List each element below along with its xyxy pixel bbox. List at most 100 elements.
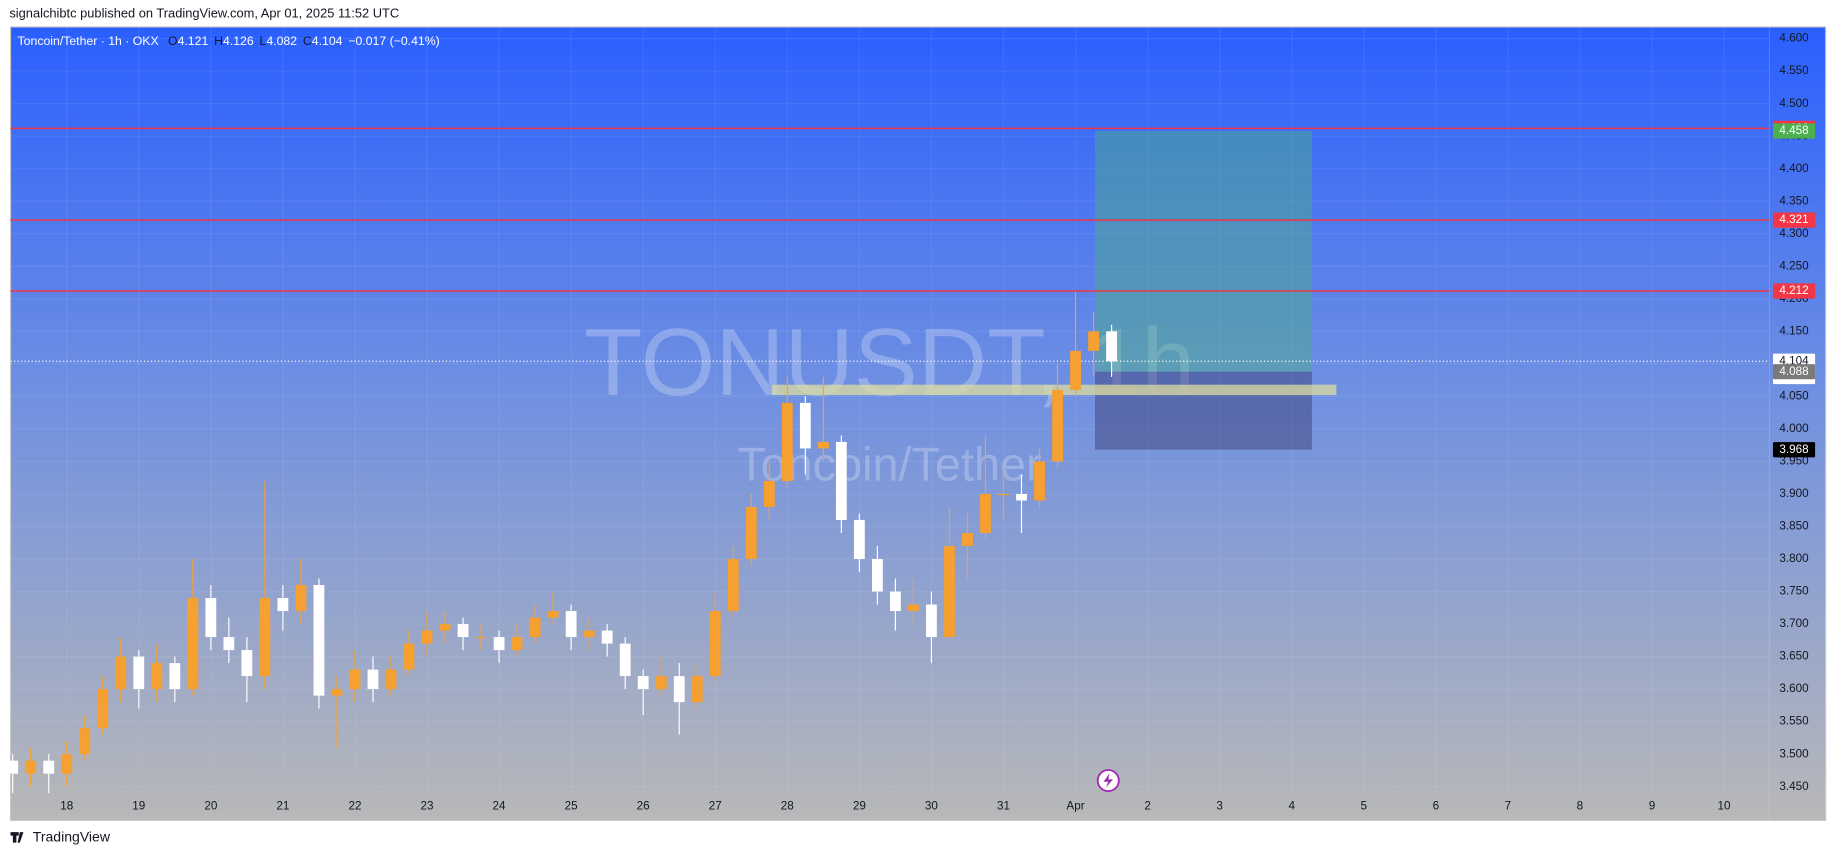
legend: Toncoin/Tether · 1h · OKX O4.121 H4.126 L4.…	[18, 34, 440, 48]
y-tick-label: 3.500	[1779, 747, 1809, 760]
y-tick-label: 3.700	[1779, 617, 1809, 630]
candle-body	[169, 663, 181, 690]
x-tick-label: 18	[60, 799, 73, 812]
y-tick-label: 4.550	[1779, 64, 1809, 77]
candle-body	[565, 611, 577, 638]
x-tick-label: 31	[997, 799, 1010, 812]
plot-layer: 3.450 3.500 3.550 3.600 3.650 3.700 3.750 3.800…	[7, 26, 1809, 812]
y-tick-label: 4.000	[1779, 422, 1809, 435]
legend-change: −0.017 (−0.41%)	[348, 34, 439, 48]
x-tick-label: 5	[1361, 799, 1368, 812]
candle-body	[871, 559, 883, 592]
entry-tag-bg	[1772, 364, 1816, 380]
stop-tag: 3.968	[1779, 443, 1808, 456]
legend-value: 4.121	[178, 34, 209, 48]
candle-body	[583, 630, 595, 638]
entry-tag: 4.088	[1779, 365, 1808, 378]
candle-body	[691, 676, 703, 703]
legend-symbol: Toncoin/Tether · 1h · OKX	[18, 34, 159, 48]
candle-body	[601, 630, 613, 644]
candle-body	[97, 689, 109, 729]
chart-background	[9, 26, 1827, 821]
candle-body	[439, 624, 451, 631]
y-tick-label: 3.550	[1779, 715, 1809, 728]
candle-body	[277, 598, 289, 612]
x-tick-label: 3	[1216, 799, 1223, 812]
y-tick-label: 4.150	[1779, 324, 1809, 337]
x-tick-label: 10	[1718, 799, 1732, 812]
candle-body	[529, 617, 541, 638]
candle-body	[133, 656, 145, 690]
y-tick-label: 4.500	[1779, 97, 1809, 110]
candle-body	[817, 441, 829, 449]
y-tick-label: 3.600	[1779, 682, 1809, 695]
y-tick-label: 4.250	[1779, 259, 1809, 272]
x-tick-label: 9	[1649, 799, 1656, 812]
candle-body	[241, 650, 253, 677]
candle-body	[1106, 331, 1117, 362]
candle-body	[403, 643, 415, 670]
y-tick-label: 3.450	[1779, 780, 1809, 793]
legend-key: C	[303, 34, 312, 48]
candle-body	[115, 656, 127, 690]
y-tick-label: 4.400	[1779, 162, 1809, 175]
x-tick-label: Apr	[1066, 799, 1084, 812]
level-tag-bg	[1772, 283, 1816, 299]
candle-body	[727, 559, 739, 612]
candle-body	[457, 624, 469, 638]
candle-body	[475, 637, 487, 639]
y-tick-label: 4.300	[1779, 227, 1809, 240]
x-tick-label: 28	[781, 799, 794, 812]
x-tick-label: 22	[348, 799, 361, 812]
candle-body	[205, 598, 217, 638]
candle-body	[962, 532, 973, 547]
legend-key: L	[260, 34, 267, 48]
level-tag: 4.321	[1779, 213, 1808, 226]
candle-body	[331, 689, 343, 696]
candle-body	[980, 493, 991, 533]
candle-body	[889, 591, 901, 612]
candle-body	[511, 637, 523, 651]
target-tag: 4.458	[1779, 124, 1808, 137]
publish-header: signalchibtc published on TradingView.co…	[9, 5, 399, 20]
target-tag-bg	[1772, 123, 1816, 139]
candle-body	[709, 611, 721, 677]
brand-logo	[10, 832, 24, 843]
stop-tag-bg	[1772, 442, 1816, 458]
stop-zone	[1095, 371, 1312, 450]
x-tick-label: 6	[1433, 799, 1440, 812]
candle-body	[655, 676, 667, 690]
y-tick-label: 4.600	[1779, 32, 1809, 45]
x-tick-label: 27	[709, 799, 722, 812]
candle-body	[673, 676, 685, 703]
candle-body	[1070, 350, 1081, 390]
candle-body	[259, 598, 271, 677]
y-tick-label: 4.050	[1779, 389, 1809, 402]
candle-body	[763, 480, 775, 507]
candle-body	[493, 637, 505, 651]
legend-value: 4.126	[223, 34, 254, 48]
x-tick-label: 19	[132, 799, 145, 812]
y-tick-label: 3.850	[1779, 520, 1809, 533]
legend-key: O	[168, 34, 178, 48]
candle-body	[637, 676, 649, 690]
x-tick-label: 30	[925, 799, 939, 812]
y-tick-label: 3.650	[1779, 650, 1809, 663]
candle-body	[43, 760, 55, 774]
event-bolt	[1103, 773, 1113, 788]
x-tick-label: 26	[637, 799, 650, 812]
candle-body	[835, 441, 847, 520]
candle-body	[799, 402, 811, 449]
level-tag-bg	[1772, 212, 1816, 228]
x-tick-label: 20	[204, 799, 218, 812]
legend-key: H	[214, 34, 223, 48]
y-tick-label: 4.350	[1779, 194, 1809, 207]
y-tick-label: 3.800	[1779, 552, 1809, 565]
y-tick-label: 3.950	[1779, 455, 1809, 468]
candle-body	[385, 669, 397, 690]
profit-zone	[1095, 130, 1312, 372]
candle-body	[1088, 331, 1099, 351]
x-tick-label: 7	[1505, 799, 1512, 812]
